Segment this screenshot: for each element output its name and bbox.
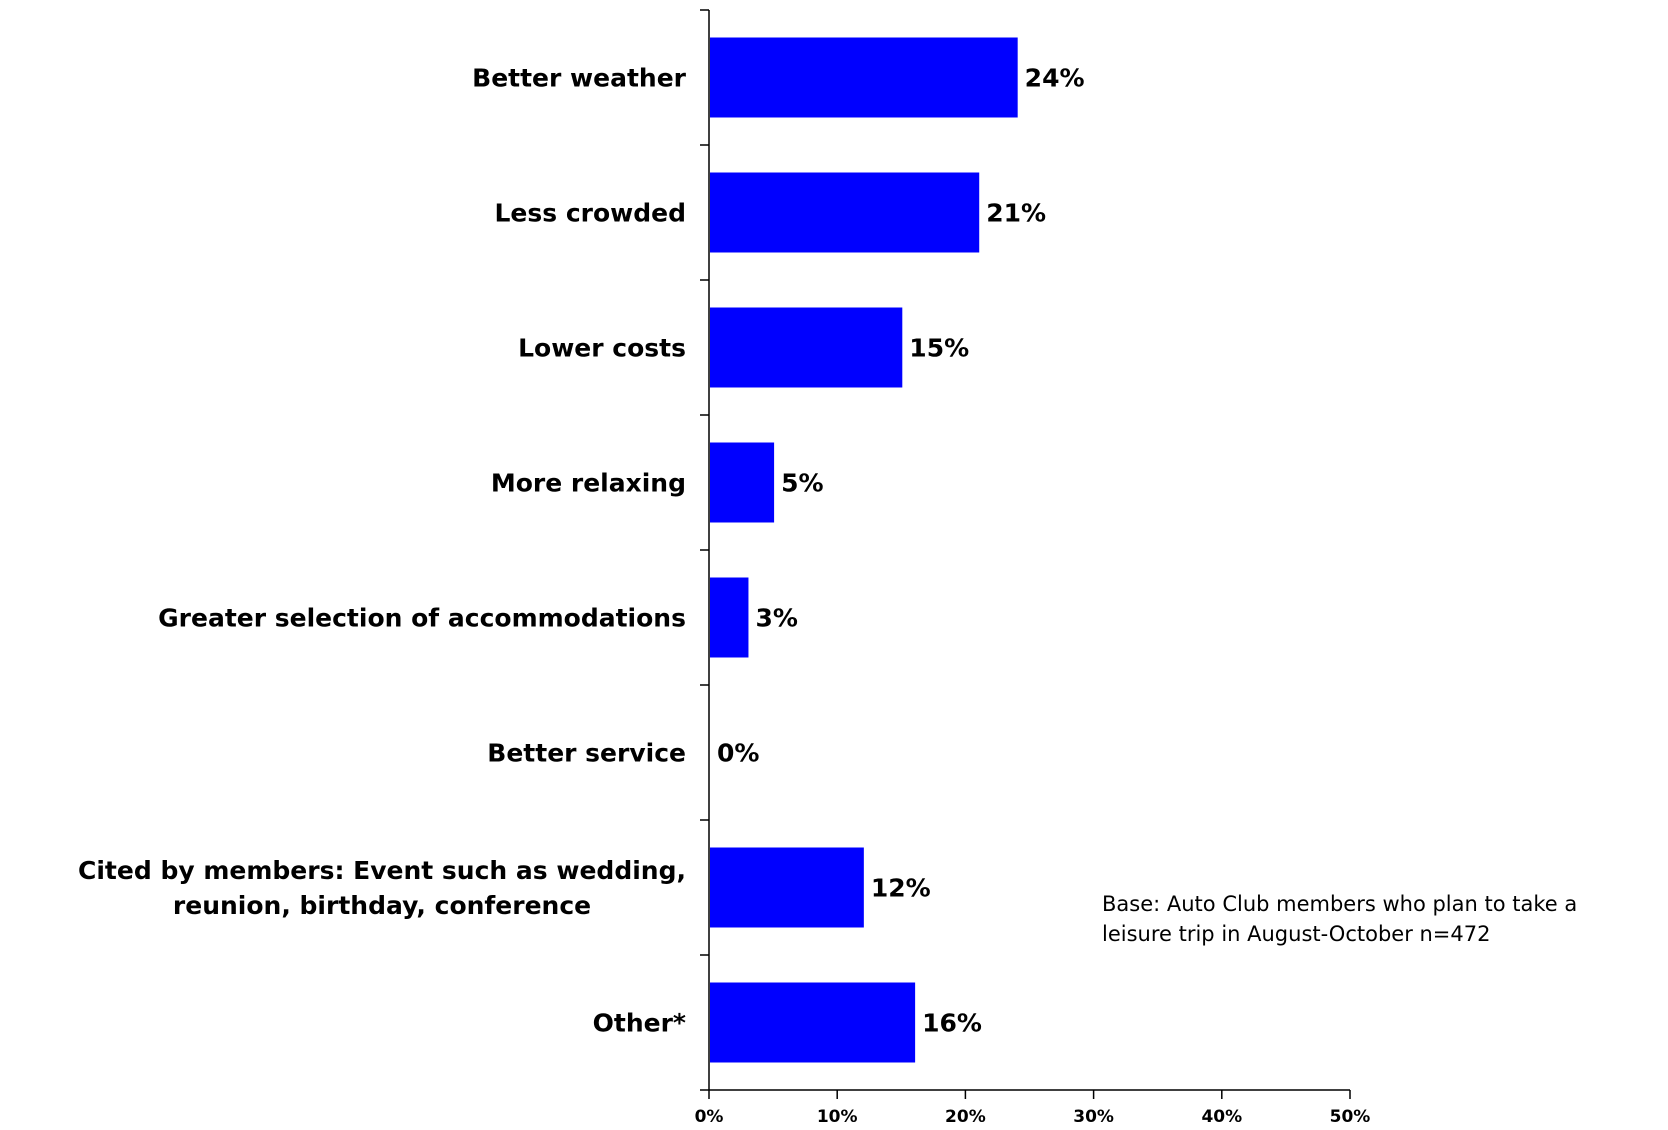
category-label: Less crowded — [494, 199, 686, 228]
category-label: Other* — [593, 1009, 686, 1038]
data-label: 16% — [922, 1009, 982, 1038]
x-tick-label: 30% — [1073, 1107, 1114, 1127]
x-tick-label: 0% — [695, 1107, 724, 1127]
category-label: Better weather — [472, 64, 687, 93]
bar — [710, 37, 1018, 118]
x-tick-label: 50% — [1330, 1107, 1371, 1127]
bar — [710, 172, 980, 253]
bar — [710, 442, 775, 523]
x-tick-label: 20% — [945, 1107, 986, 1127]
category-label: Better service — [487, 739, 686, 768]
category-label: Lower costs — [518, 334, 686, 363]
category-label: Cited by members: Event such as wedding, — [78, 856, 686, 885]
x-tick-label: 10% — [817, 1107, 858, 1127]
category-label: reunion, birthday, conference — [173, 891, 591, 920]
bar — [710, 847, 864, 928]
bar — [710, 982, 916, 1063]
bar — [710, 577, 749, 658]
category-label: Greater selection of accommodations — [158, 604, 686, 633]
bar — [710, 307, 903, 388]
data-label: 0% — [717, 739, 759, 768]
data-label: 15% — [909, 334, 969, 363]
base-note: Base: Auto Club members who plan to take… — [1102, 889, 1662, 949]
data-label: 5% — [781, 469, 823, 498]
category-label: More relaxing — [491, 469, 686, 498]
x-tick-label: 40% — [1201, 1107, 1242, 1127]
base-note-line-2: leisure trip in August-October n=472 — [1102, 922, 1491, 946]
base-note-line-1: Base: Auto Club members who plan to take… — [1102, 892, 1578, 916]
data-label: 3% — [755, 604, 797, 633]
data-label: 24% — [1025, 64, 1085, 93]
data-label: 21% — [986, 199, 1046, 228]
data-label: 12% — [871, 874, 931, 903]
